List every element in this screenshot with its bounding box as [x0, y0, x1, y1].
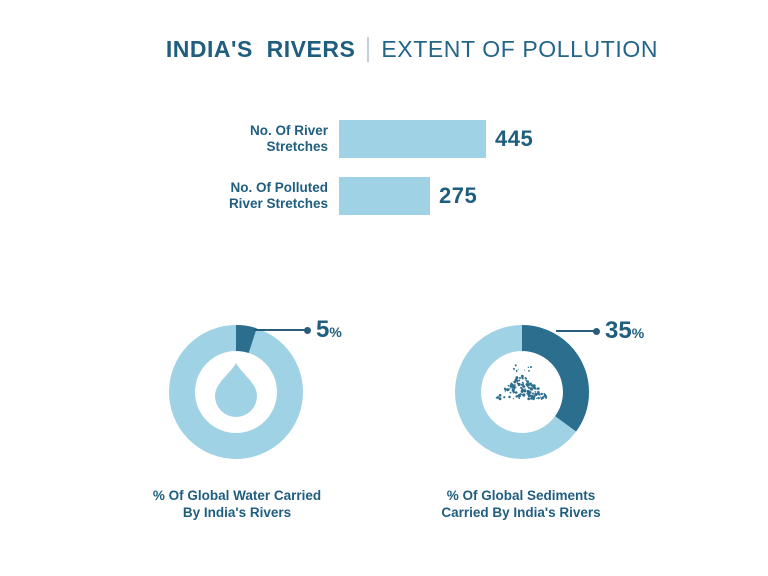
title-primary: INDIA'S RIVERS [165, 36, 356, 62]
title-secondary: EXTENT OF POLLUTION [381, 36, 659, 62]
callout-dot [304, 326, 311, 334]
page-title: INDIA'S RIVERS EXTENT OF POLLUTION [28, 36, 768, 63]
callout-line [253, 329, 305, 331]
donut-slice [169, 325, 303, 459]
callout-dot [593, 327, 600, 335]
bar-label: No. Of River Stretches [249, 123, 328, 154]
callout-value: 5% [316, 316, 342, 343]
callout-water: 5% [253, 316, 342, 344]
callout-sediments: 35% [556, 317, 644, 345]
title-divider [367, 37, 370, 62]
bar-value: 275 [439, 183, 478, 208]
caption-global-sediments: % Of Global Sediments Carried By India's… [441, 488, 601, 520]
donut-slice [455, 325, 589, 459]
callout-value: 35% [605, 317, 645, 344]
sediment-pile-icon [495, 364, 548, 401]
bar-river-stretches [339, 120, 486, 158]
bar-polluted-river-stretches [339, 177, 430, 215]
caption-global-water: % Of Global Water Carried By India's Riv… [152, 488, 322, 520]
bar-row-polluted-river-stretches: No. Of Polluted River Stretches 275 [178, 177, 477, 215]
water-drop-icon [215, 363, 257, 417]
bar-value: 445 [495, 126, 534, 151]
donut-global-water [169, 325, 303, 459]
callout-line [556, 330, 594, 332]
bar-row-river-stretches: No. Of River Stretches 445 [178, 120, 533, 158]
donut-global-sediments [455, 325, 589, 459]
bar-label: No. Of Polluted River Stretches [228, 180, 328, 211]
